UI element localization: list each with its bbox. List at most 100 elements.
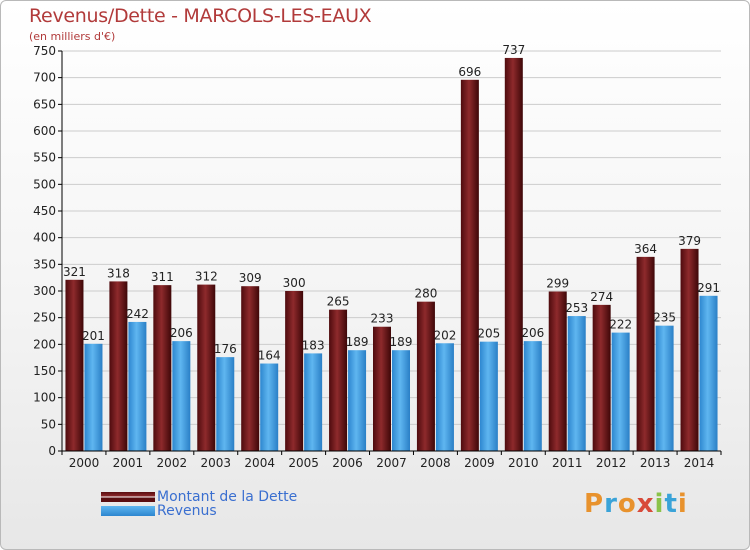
logo-letter: o (617, 489, 637, 519)
bar-revenus-2004 (260, 363, 279, 451)
value-label-dette-2012: 274 (590, 290, 613, 304)
x-tick-label: 2009 (464, 456, 495, 470)
x-tick-label: 2006 (332, 456, 363, 470)
bar-revenus-2011 (567, 316, 586, 451)
value-label-dette-2009: 696 (458, 65, 481, 79)
value-label-revenus-2008: 202 (433, 328, 456, 342)
value-label-dette-2003: 312 (195, 270, 218, 284)
value-label-revenus-2001: 242 (126, 307, 149, 321)
value-label-revenus-2011: 253 (565, 301, 588, 315)
y-tick-label: 50 (41, 417, 56, 431)
y-tick-label: 250 (33, 311, 56, 325)
y-tick-label: 200 (33, 337, 56, 351)
legend-item-dette: Montant de la Dette (101, 489, 297, 505)
axes: 0 50 100 150 200 250 300 350 400 450 500 550 600 650 7… (33, 44, 722, 470)
value-labels: 321 201 318 242 311 206 312 176 309 164 300 183 265 1… (63, 43, 720, 363)
x-tick-label: 2011 (552, 456, 583, 470)
bar-revenus-2014 (699, 295, 718, 451)
bar-revenus-2007 (392, 350, 410, 451)
bar-dette-2013 (636, 256, 655, 451)
bar-dette-2012 (592, 304, 611, 451)
value-label-dette-2000: 321 (63, 265, 86, 279)
value-label-dette-2013: 364 (634, 242, 657, 256)
y-tick-label: 300 (33, 284, 56, 298)
legend-label-dette: Montant de la Dette (157, 489, 298, 505)
bar-revenus-2013 (655, 325, 674, 451)
bar-dette-2011 (548, 291, 567, 451)
bar-revenus-2005 (304, 353, 323, 451)
bar-revenus-2002 (172, 341, 191, 451)
value-label-revenus-2005: 183 (302, 338, 325, 352)
value-label-revenus-2006: 189 (346, 335, 369, 349)
bar-dette-2003 (197, 284, 216, 451)
bar-dette-2006 (329, 309, 348, 451)
x-tick-label: 2010 (508, 456, 539, 470)
bar-revenus-2003 (216, 357, 235, 451)
bar-dette-2010 (504, 57, 523, 451)
x-tick-label: 2012 (596, 456, 627, 470)
y-tick-label: 450 (33, 204, 56, 218)
legend-swatch-revenus (101, 506, 155, 516)
grid-lines (62, 50, 721, 425)
value-label-revenus-2013: 235 (653, 311, 676, 325)
y-tick-label: 0 (48, 444, 56, 458)
value-label-dette-2004: 309 (239, 271, 262, 285)
logo-letter: P (584, 489, 605, 519)
value-label-dette-2005: 300 (283, 276, 306, 290)
bar-dette-2001 (109, 281, 128, 451)
y-tick-label: 700 (33, 71, 56, 85)
value-label-revenus-2003: 176 (214, 342, 237, 356)
x-tick-label: 2008 (420, 456, 451, 470)
value-label-dette-2010: 737 (502, 43, 525, 57)
logo-letter: i (677, 489, 688, 519)
x-tick-label: 2000 (69, 456, 100, 470)
legend-item-revenus: Revenus (101, 503, 217, 519)
logo-letter: t (664, 489, 678, 519)
bar-revenus-2001 (128, 321, 147, 451)
value-label-dette-2014: 379 (678, 234, 701, 248)
x-tick-label: 2014 (684, 456, 715, 470)
y-tick-label: 750 (33, 44, 56, 58)
bar-dette-2004 (241, 286, 260, 451)
value-label-dette-2006: 265 (327, 295, 350, 309)
value-label-revenus-2014: 291 (697, 281, 720, 295)
x-tick-label: 2013 (640, 456, 671, 470)
value-label-revenus-2009: 205 (477, 327, 500, 341)
legend-label-revenus: Revenus (157, 503, 217, 519)
value-label-dette-2008: 280 (414, 287, 437, 301)
value-label-revenus-2010: 206 (521, 326, 544, 340)
x-tick-label: 2002 (157, 456, 188, 470)
chart-subtitle: (en milliers d'€) (29, 30, 116, 43)
bar-dette-2014 (680, 248, 699, 451)
y-tick-label: 150 (33, 364, 56, 378)
logo-letter: x (636, 489, 655, 519)
y-tick-label: 650 (33, 97, 56, 111)
y-tick-label: 100 (33, 391, 56, 405)
value-label-revenus-2012: 222 (609, 318, 632, 332)
y-tick-label: 400 (33, 231, 56, 245)
y-tick-label: 350 (33, 257, 56, 271)
bar-revenus-2000 (84, 343, 103, 451)
bars (65, 57, 718, 452)
value-label-dette-2001: 318 (107, 266, 130, 280)
value-label-dette-2007: 233 (371, 312, 394, 326)
logo-letter: i (654, 489, 665, 519)
value-label-revenus-2004: 164 (258, 349, 281, 363)
y-tick-label: 500 (33, 177, 56, 191)
bar-dette-2009 (460, 79, 479, 452)
bar-dette-2000 (65, 279, 84, 451)
legend-swatch-dette (101, 492, 155, 502)
bar-revenus-2009 (479, 341, 498, 451)
x-tick-label: 2001 (113, 456, 144, 470)
bar-revenus-2012 (611, 332, 630, 451)
y-tick-label: 550 (33, 151, 56, 165)
bar-dette-2008 (416, 301, 435, 451)
y-tick-label: 600 (33, 124, 56, 138)
bar-dette-2005 (285, 291, 304, 451)
value-label-revenus-2007: 189 (390, 335, 413, 349)
bar-revenus-2010 (523, 341, 542, 451)
bar-dette-2007 (373, 326, 391, 451)
proxiti-logo: Proxiti (584, 489, 688, 519)
